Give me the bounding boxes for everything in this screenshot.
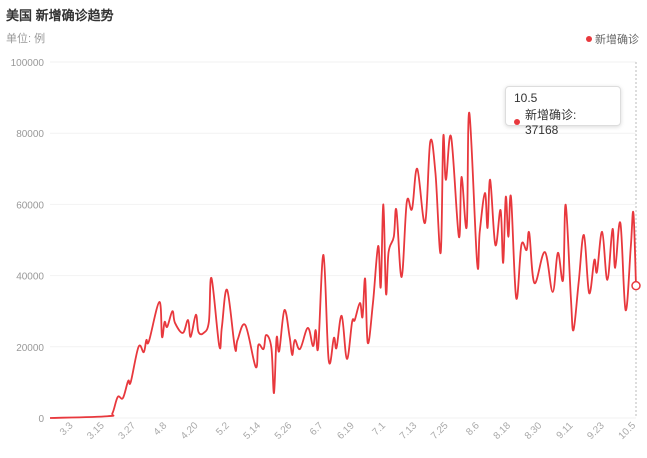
chart-title: 美国 新增确诊趋势 [6, 8, 114, 23]
x-tick-label: 5.14 [242, 420, 264, 442]
unit-label: 单位: 例 [6, 33, 46, 45]
y-tick-label: 0 [38, 414, 44, 425]
x-tick-label: 9.23 [585, 420, 607, 442]
x-tick-label: 3.27 [117, 420, 139, 442]
y-tick-label: 80000 [16, 129, 44, 140]
x-tick-label: 9.11 [555, 420, 576, 441]
tooltip-date: 10.5 [514, 91, 538, 105]
tooltip: 10.5 新增确诊: 37168 [505, 86, 621, 137]
x-tick-label: 6.19 [335, 420, 357, 442]
tooltip-series-dot-icon [514, 118, 520, 125]
x-tick-label: 7.13 [398, 420, 420, 442]
x-tick-label: 10.5 [617, 420, 639, 442]
x-tick-label: 3.15 [85, 420, 107, 442]
series-line-新增确诊 [49, 111, 637, 419]
x-tick-label: 7.25 [429, 420, 451, 442]
highlighted-point [631, 280, 641, 291]
y-tick-label: 60000 [16, 200, 44, 211]
tooltip-value: 新增确诊: 37168 [524, 108, 577, 137]
x-tick-label: 5.2 [214, 420, 232, 438]
legend-item[interactable]: 新增确诊 [586, 31, 639, 47]
x-tick-label: 6.7 [308, 420, 326, 438]
legend-dot-icon [586, 36, 592, 42]
x-tick-label: 5.26 [273, 420, 295, 442]
x-tick-label: 8.18 [492, 420, 514, 442]
x-tick-label: 3.3 [58, 420, 76, 438]
y-tick-label: 20000 [16, 343, 44, 354]
x-tick-label: 8.30 [523, 420, 545, 442]
y-tick-label: 100000 [11, 58, 45, 69]
x-tick-label: 4.8 [152, 420, 170, 438]
x-tick-label: 7.1 [370, 420, 388, 438]
x-tick-label: 8.6 [464, 420, 482, 438]
y-tick-label: 40000 [16, 272, 44, 283]
legend-label: 新增确诊 [595, 34, 639, 46]
x-tick-label: 4.20 [179, 420, 201, 442]
